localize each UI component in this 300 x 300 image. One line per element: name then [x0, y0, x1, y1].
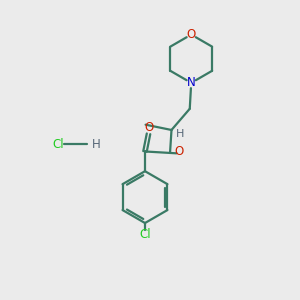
- Text: O: O: [187, 28, 196, 41]
- Text: H: H: [92, 138, 100, 151]
- Text: Cl: Cl: [52, 138, 64, 151]
- Text: O: O: [144, 121, 153, 134]
- Text: N: N: [187, 76, 196, 89]
- Text: H: H: [176, 128, 184, 139]
- Text: O: O: [174, 145, 184, 158]
- Text: Cl: Cl: [139, 228, 151, 241]
